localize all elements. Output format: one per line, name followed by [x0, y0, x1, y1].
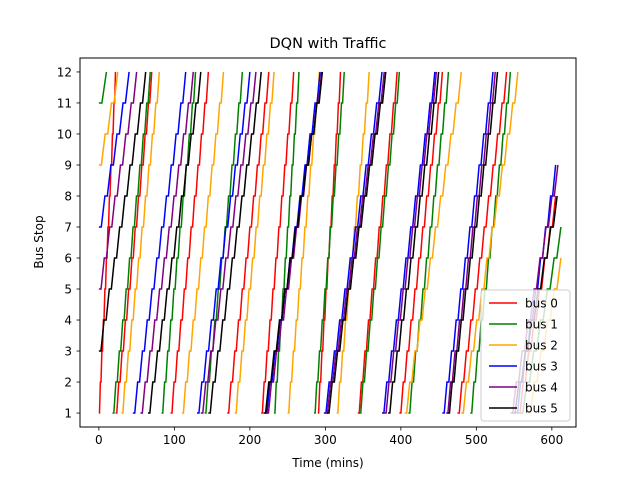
- trip-line: [181, 71, 225, 414]
- x-tick-label: 100: [163, 433, 186, 447]
- trip-line: [197, 71, 251, 414]
- trip-line: [359, 71, 401, 414]
- trip-line: [404, 71, 462, 414]
- y-tick-label: 6: [64, 252, 72, 266]
- trip-line: [121, 71, 161, 414]
- trip-line: [325, 71, 385, 414]
- y-tick-label: 2: [64, 376, 72, 390]
- trip-line: [314, 71, 345, 414]
- legend-label: bus 3: [525, 360, 558, 374]
- x-tick-label: 0: [95, 433, 103, 447]
- trip-line: [234, 71, 275, 414]
- trip-line: [457, 71, 508, 414]
- trip-line: [98, 71, 119, 166]
- trip-line: [263, 71, 324, 414]
- y-tick-label: 9: [64, 158, 72, 172]
- trip-line: [112, 71, 151, 414]
- trip-line: [98, 71, 130, 228]
- trip-line: [161, 71, 197, 414]
- y-tick-label: 4: [64, 314, 72, 328]
- trip-line: [261, 71, 295, 414]
- trip-line: [470, 71, 512, 414]
- trip-line: [227, 71, 270, 414]
- legend-label: bus 4: [525, 381, 558, 395]
- legend-item: bus 5: [489, 402, 558, 416]
- trip-line: [98, 71, 138, 290]
- trip-line: [461, 71, 519, 414]
- trip-line: [115, 71, 153, 414]
- y-tick-label: 7: [64, 220, 72, 234]
- legend-item: bus 1: [489, 318, 558, 332]
- x-axis-label: Time (mins): [291, 456, 363, 470]
- legend-item: bus 4: [489, 381, 558, 395]
- y-tick-label: 8: [64, 189, 72, 203]
- y-tick-label: 1: [64, 407, 72, 421]
- trip-line: [98, 71, 108, 104]
- trip-line: [399, 71, 444, 414]
- x-tick-label: 200: [238, 433, 261, 447]
- legend-item: bus 3: [489, 360, 558, 374]
- trip-line: [140, 71, 194, 414]
- trip-line: [442, 71, 494, 414]
- x-axis: 0 100 200 300 400 500 600: [95, 427, 563, 447]
- legend-item: bus 2: [489, 339, 558, 353]
- trip-line: [98, 71, 117, 414]
- trip-line: [147, 71, 202, 414]
- x-tick-label: 300: [314, 433, 337, 447]
- series-layer: [98, 71, 562, 414]
- y-axis-label: Bus Stop: [32, 215, 46, 268]
- trip-line: [408, 71, 450, 414]
- legend-label: bus 1: [525, 318, 558, 332]
- x-tick-label: 500: [465, 433, 488, 447]
- trip-line: [274, 71, 300, 414]
- trip-line: [381, 71, 436, 414]
- legend-label: bus 2: [525, 339, 558, 353]
- trip-line: [447, 71, 499, 414]
- y-tick-label: 5: [64, 283, 72, 297]
- trip-line: [326, 71, 387, 414]
- y-tick-label: 12: [57, 65, 72, 79]
- legend-box: [480, 289, 571, 422]
- x-tick-label: 600: [540, 433, 563, 447]
- trip-line: [388, 71, 440, 414]
- plot-frame: [79, 57, 577, 428]
- y-tick-label: 11: [57, 96, 72, 110]
- legend-label: bus 0: [525, 297, 558, 311]
- trip-line: [170, 71, 210, 414]
- legend: bus 0 bus 1 bus 2 bus 3 bus 4 bus 5: [480, 289, 571, 422]
- trip-line: [98, 71, 147, 352]
- trip-line: [384, 71, 438, 414]
- y-tick-label: 3: [64, 345, 72, 359]
- x-tick-label: 400: [389, 433, 412, 447]
- legend-label: bus 5: [525, 402, 558, 416]
- trip-line: [132, 71, 187, 414]
- chart-title: DQN with Traffic: [270, 36, 387, 52]
- legend-item: bus 0: [489, 297, 558, 311]
- y-tick-label: 10: [57, 127, 72, 141]
- trip-line: [200, 71, 257, 414]
- trip-line: [208, 71, 262, 414]
